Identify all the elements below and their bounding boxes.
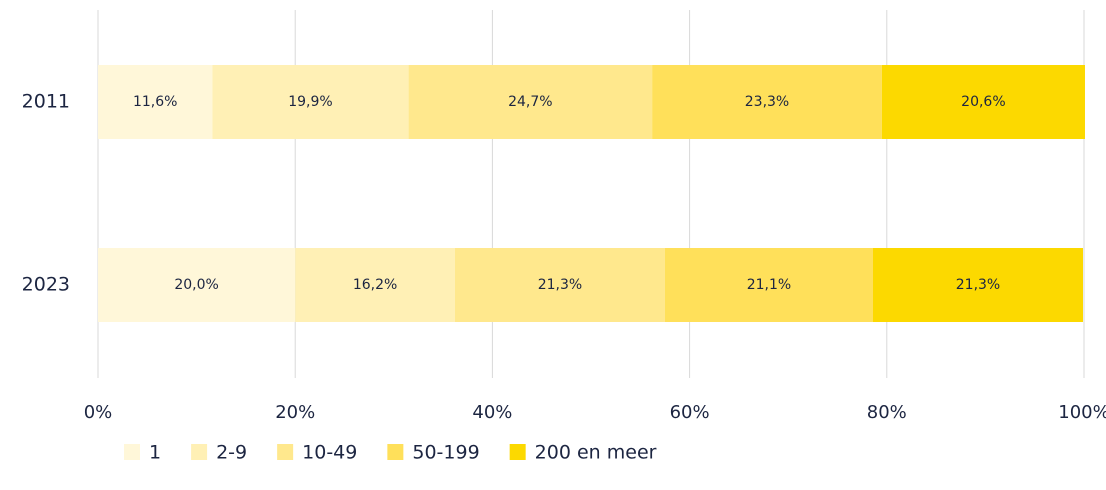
data-label: 24,7% — [508, 94, 552, 110]
data-label: 21,3% — [538, 277, 582, 293]
data-label: 20,6% — [961, 94, 1005, 110]
data-label: 23,3% — [745, 94, 789, 110]
bar-segment — [872, 248, 1084, 322]
x-tick-label: 80% — [867, 402, 907, 423]
legend-label: 2-9 — [216, 442, 247, 464]
legend-label: 10-49 — [302, 442, 357, 464]
data-label: 16,2% — [353, 277, 397, 293]
bar-segment — [454, 248, 665, 322]
data-label: 21,3% — [956, 277, 1000, 293]
data-label: 19,9% — [288, 94, 332, 110]
legend-label: 50-199 — [412, 442, 479, 464]
data-label: 11,6% — [133, 94, 177, 110]
bar-segment — [881, 65, 1085, 139]
bar-segment — [98, 65, 213, 139]
legend-label: 1 — [149, 442, 161, 464]
bar-segment — [652, 65, 882, 139]
bar-segment — [408, 65, 653, 139]
data-label: 21,1% — [747, 277, 791, 293]
bar-segment — [664, 248, 873, 322]
bar-segment — [295, 248, 455, 322]
legend-swatch — [387, 444, 404, 460]
x-tick-label: 0% — [84, 402, 113, 423]
x-tick-label: 60% — [670, 402, 710, 423]
bar-segment — [212, 65, 409, 139]
legend-swatch — [124, 444, 140, 460]
x-tick-label: 20% — [275, 402, 315, 423]
y-tick-label: 2011 — [22, 91, 70, 113]
bar-segment — [98, 248, 296, 322]
x-tick-label: 40% — [472, 402, 512, 423]
legend-swatch — [509, 444, 526, 460]
legend-label: 200 en meer — [535, 442, 657, 464]
x-tick-label: 100% — [1058, 402, 1106, 423]
legend-swatch — [277, 444, 294, 460]
y-tick-label: 2023 — [22, 274, 70, 296]
legend-swatch — [191, 444, 208, 460]
data-label: 20,0% — [174, 277, 218, 293]
